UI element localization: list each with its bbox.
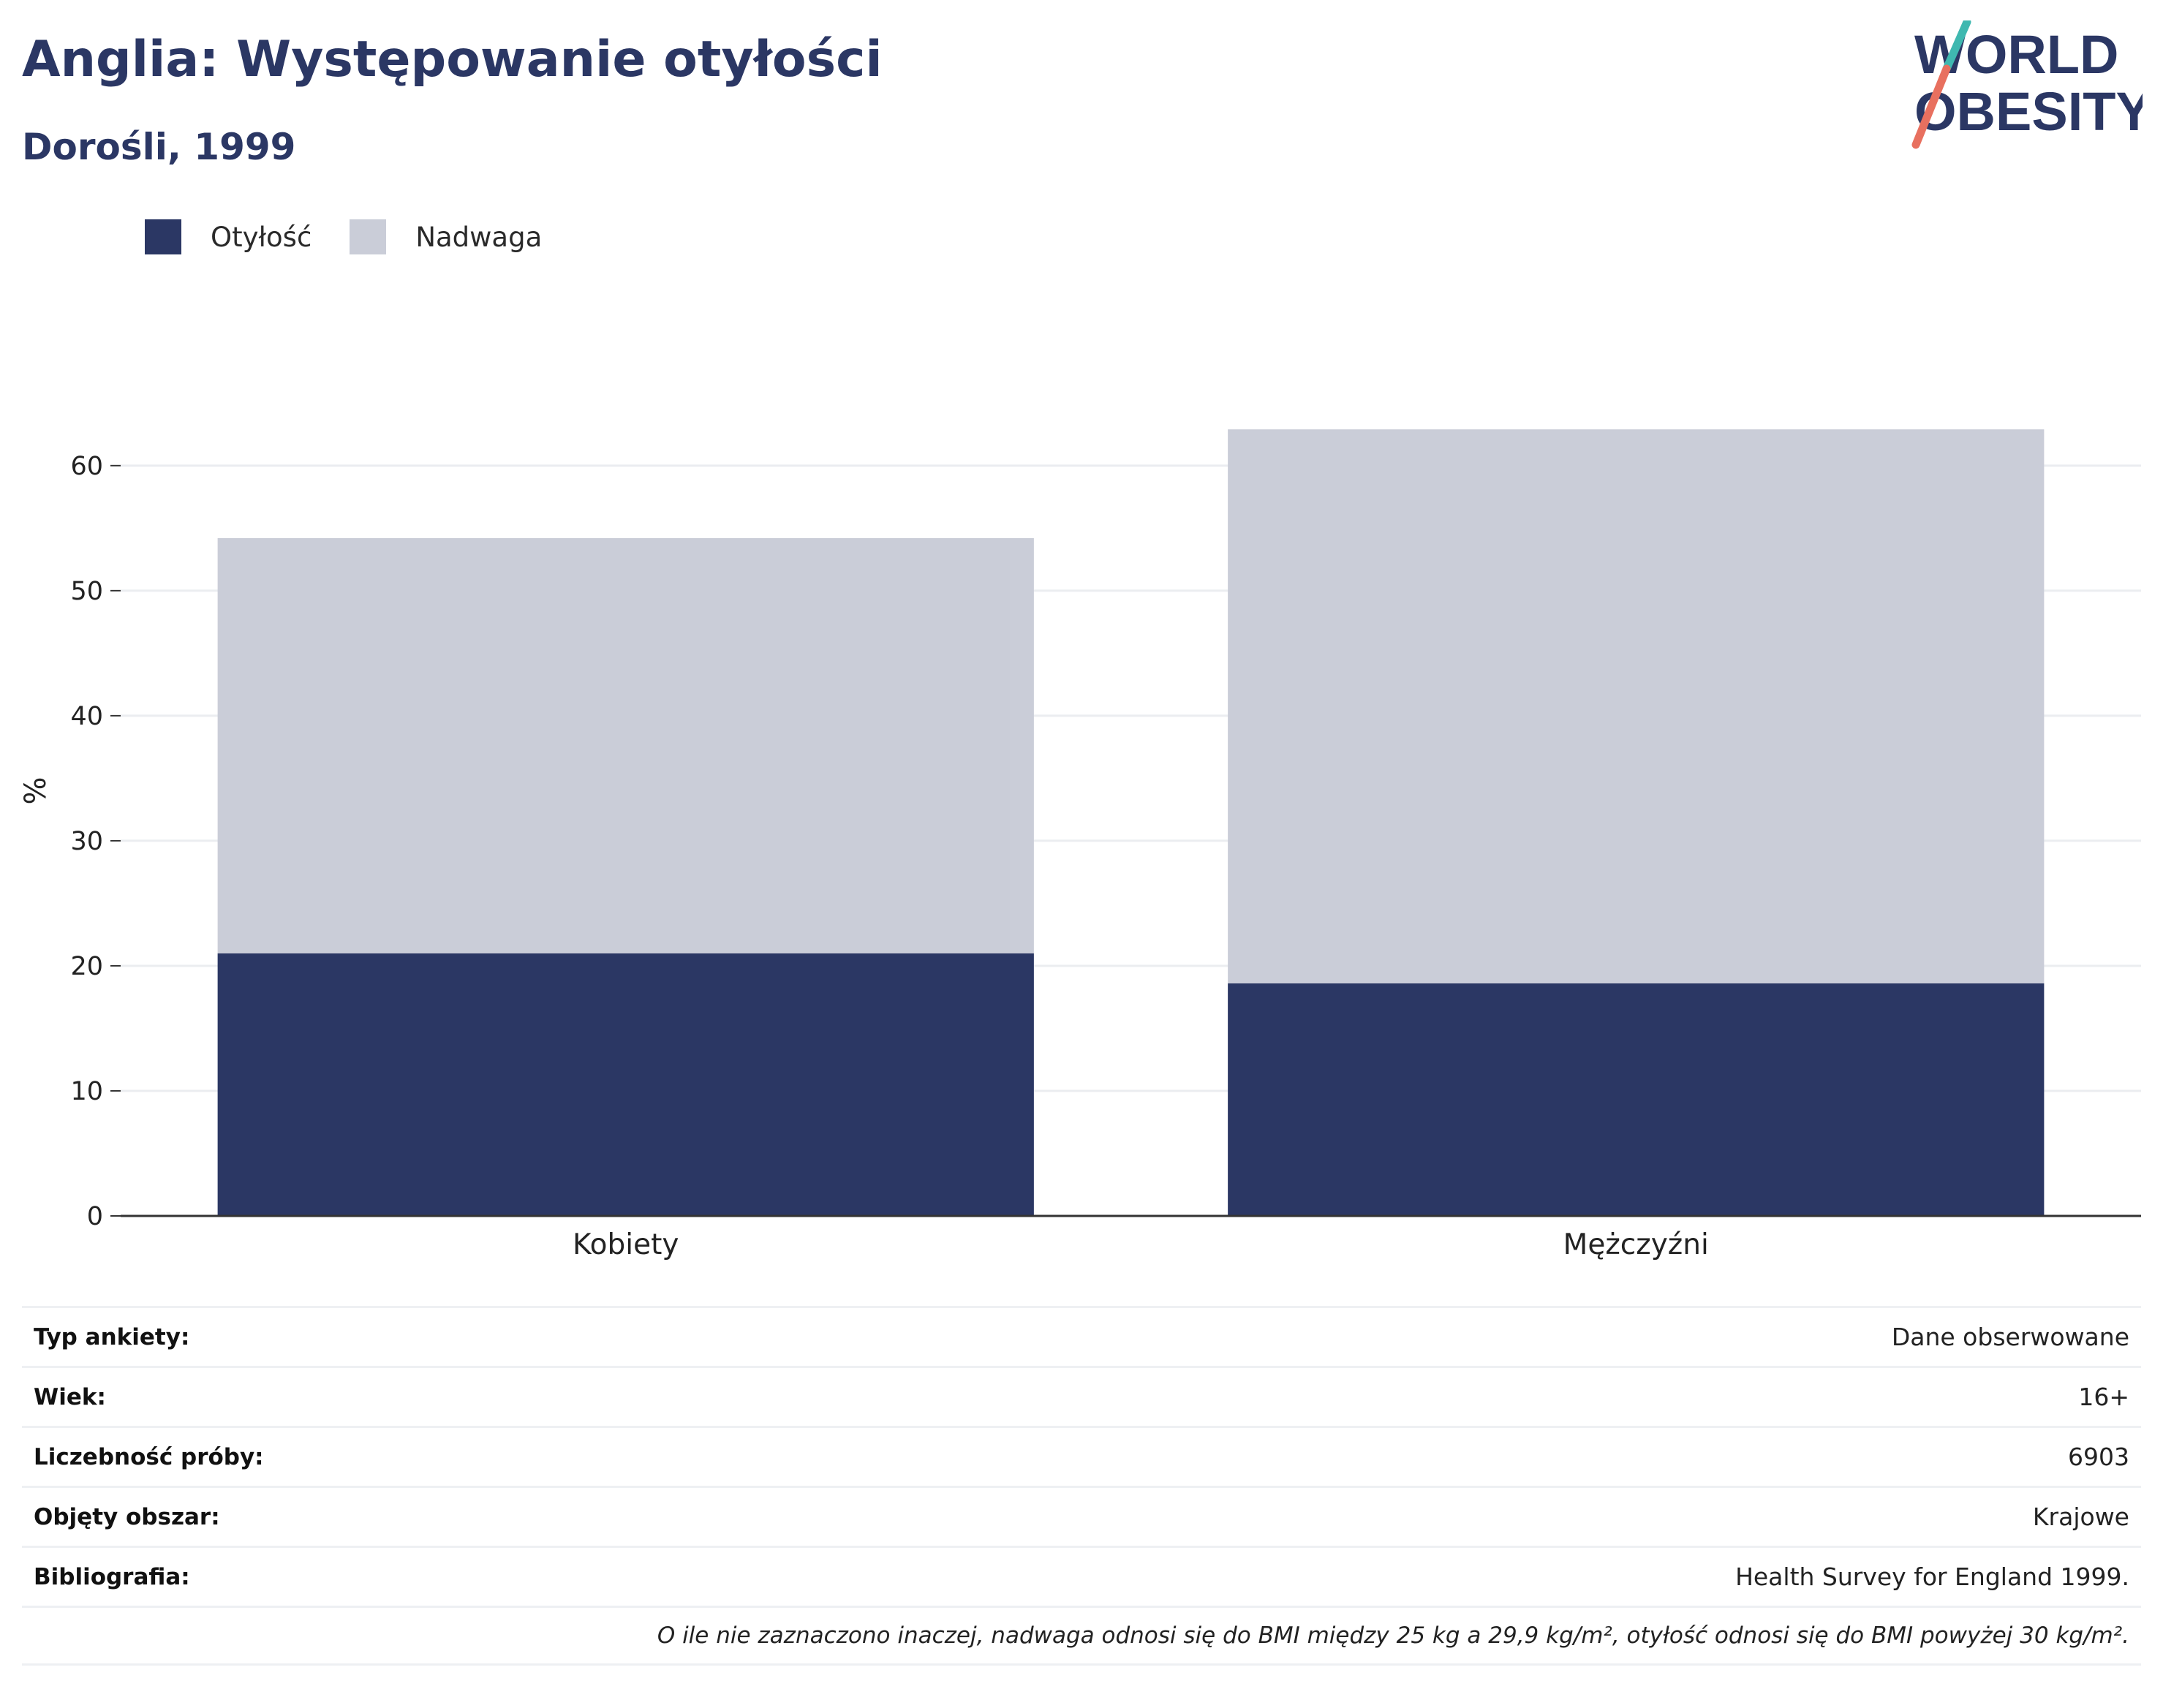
y-tick-label: 30 (70, 827, 103, 856)
y-tick-label: 10 (70, 1077, 103, 1106)
info-label: Liczebność próby: (34, 1443, 264, 1470)
info-value: Krajowe (2032, 1503, 2129, 1531)
info-value: Dane obserwowane (1891, 1323, 2129, 1351)
info-row-age: Wiek: 16+ (22, 1366, 2141, 1426)
info-label: Objęty obszar: (34, 1503, 220, 1530)
legend-label-nadwaga: Nadwaga (415, 221, 543, 253)
y-tick-label: 0 (87, 1202, 103, 1231)
info-value: 6903 (2068, 1443, 2129, 1471)
chart-legend: Otyłość Nadwaga (145, 216, 580, 257)
definition-note: O ile nie zaznaczono inaczej, nadwaga od… (657, 1622, 2129, 1649)
info-label: Typ ankiety: (34, 1323, 190, 1350)
bar-nadwaga-1 (1228, 429, 2045, 983)
chart-subtitle: Dorośli, 1999 (22, 126, 296, 168)
legend-item-nadwaga[interactable]: Nadwaga (350, 219, 542, 254)
legend-label-otylosc: Otyłość (211, 221, 312, 253)
info-value: Health Survey for England 1999. (1735, 1562, 2129, 1591)
bar-otylosc-1 (1228, 983, 2045, 1216)
y-tick-label: 50 (70, 577, 103, 606)
info-label: Wiek: (34, 1383, 106, 1410)
x-tick-label: Mężczyźni (1563, 1228, 1709, 1261)
info-row-note: O ile nie zaznaczono inaczej, nadwaga od… (22, 1606, 2141, 1666)
info-label: Bibliografia: (34, 1563, 190, 1590)
legend-item-otylosc[interactable]: Otyłość (145, 219, 312, 254)
stacked-bar-chart: 0 10 20 30 40 50 60% Kobiety Mężczyźni (19, 429, 2141, 1261)
logo-slash-bottom (1911, 64, 1951, 149)
bar-otylosc-0 (217, 953, 1034, 1216)
logo-text-obesity: OBESITY (1914, 81, 2143, 142)
bar-nadwaga-0 (217, 538, 1034, 953)
legend-swatch-otylosc (145, 219, 181, 254)
info-row-coverage: Objęty obszar: Krajowe (22, 1486, 2141, 1546)
info-row-survey-type: Typ ankiety: Dane obserwowane (22, 1306, 2141, 1366)
chart-title: Anglia: Występowanie otyłości (22, 31, 883, 88)
info-value: 16+ (2078, 1383, 2129, 1411)
world-obesity-logo: WORLD OBESITY (1911, 20, 2143, 149)
y-tick-label: 40 (70, 702, 103, 731)
y-tick-label: 20 (70, 952, 103, 981)
y-axis-label: % (19, 776, 53, 804)
x-tick-label: Kobiety (573, 1228, 679, 1261)
legend-swatch-nadwaga (350, 219, 387, 254)
logo-slash-top (1942, 20, 1971, 73)
info-table: Typ ankiety: Dane obserwowane Wiek: 16+ … (22, 1306, 2141, 1666)
info-row-bibliography: Bibliografia: Health Survey for England … (22, 1546, 2141, 1606)
info-row-sample-size: Liczebność próby: 6903 (22, 1426, 2141, 1486)
y-tick-label: 60 (70, 452, 103, 481)
